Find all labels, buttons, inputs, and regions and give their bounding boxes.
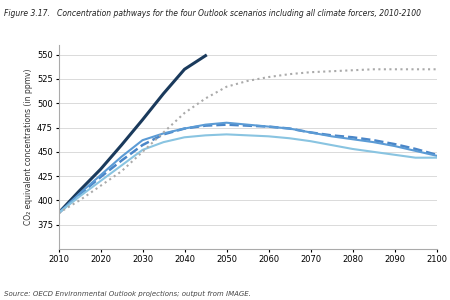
450 Accelerated Action	[182, 136, 187, 139]
450 Delayed Action	[98, 173, 103, 177]
Baseline	[182, 68, 187, 71]
450 Accelerated Action	[56, 211, 61, 215]
450 Delayed Action	[392, 144, 397, 148]
550 core	[182, 111, 187, 115]
Baseline	[203, 54, 208, 58]
Baseline	[161, 92, 166, 95]
450 Delayed Action	[371, 140, 376, 144]
550 core	[350, 68, 355, 72]
550 core	[203, 97, 208, 100]
Baseline	[119, 143, 124, 147]
450 Delayed Action	[140, 138, 145, 142]
Y-axis label: CO₂ equivalent concentrations (in ppmv): CO₂ equivalent concentrations (in ppmv)	[24, 69, 33, 225]
450 Core	[266, 125, 271, 128]
550 core	[287, 72, 292, 76]
450 Core	[119, 159, 124, 162]
450 Core	[329, 134, 334, 137]
Line: 550 core: 550 core	[58, 69, 436, 213]
450 Delayed Action	[77, 192, 82, 195]
450 Core	[413, 147, 418, 151]
450 Delayed Action	[350, 137, 355, 141]
450 Accelerated Action	[245, 134, 250, 137]
450 Accelerated Action	[413, 156, 418, 160]
550 core	[266, 75, 271, 79]
450 Core	[203, 124, 208, 128]
550 core	[77, 199, 82, 202]
Baseline	[140, 118, 145, 122]
Line: Baseline: Baseline	[58, 56, 206, 213]
Text: Source: OECD Environmental Outlook projections; output from IMAGE.: Source: OECD Environmental Outlook proje…	[4, 291, 252, 297]
450 Delayed Action	[203, 123, 208, 127]
450 Delayed Action	[119, 155, 124, 158]
Baseline	[98, 167, 103, 171]
450 Core	[140, 143, 145, 147]
450 Core	[56, 211, 61, 215]
450 Delayed Action	[434, 154, 439, 158]
450 Delayed Action	[56, 211, 61, 215]
550 core	[161, 130, 166, 134]
450 Core	[371, 138, 376, 142]
550 core	[119, 169, 124, 173]
450 Core	[224, 123, 229, 127]
450 Delayed Action	[266, 125, 271, 128]
550 core	[413, 68, 418, 71]
450 Accelerated Action	[434, 156, 439, 160]
450 Delayed Action	[224, 121, 229, 124]
550 core	[224, 85, 229, 88]
Line: 450 Core: 450 Core	[58, 125, 436, 213]
450 Core	[182, 127, 187, 130]
450 Accelerated Action	[224, 133, 229, 136]
550 core	[308, 70, 313, 74]
Text: Figure 3.17.   Concentration pathways for the four Outlook scenarios including a: Figure 3.17. Concentration pathways for …	[4, 9, 422, 18]
Baseline	[56, 211, 61, 215]
450 Accelerated Action	[350, 147, 355, 151]
450 Core	[434, 153, 439, 157]
450 Accelerated Action	[266, 134, 271, 138]
450 Delayed Action	[308, 130, 313, 134]
450 Delayed Action	[182, 127, 187, 130]
450 Core	[350, 136, 355, 139]
550 core	[98, 184, 103, 188]
550 core	[56, 211, 61, 215]
450 Core	[392, 142, 397, 146]
450 Accelerated Action	[392, 153, 397, 157]
550 core	[392, 68, 397, 71]
450 Accelerated Action	[119, 164, 124, 167]
550 core	[434, 68, 439, 71]
450 Delayed Action	[287, 127, 292, 130]
450 Accelerated Action	[329, 143, 334, 147]
Baseline	[77, 189, 82, 193]
450 Accelerated Action	[203, 134, 208, 137]
450 Core	[77, 193, 82, 196]
450 Accelerated Action	[161, 140, 166, 144]
550 core	[329, 69, 334, 73]
450 Core	[161, 133, 166, 136]
450 Delayed Action	[329, 134, 334, 138]
450 Accelerated Action	[371, 150, 376, 154]
450 Accelerated Action	[287, 136, 292, 140]
450 Accelerated Action	[98, 179, 103, 183]
450 Accelerated Action	[308, 140, 313, 143]
450 Core	[98, 175, 103, 179]
450 Accelerated Action	[77, 195, 82, 198]
Line: 450 Accelerated Action: 450 Accelerated Action	[58, 134, 436, 213]
450 Core	[245, 124, 250, 128]
550 core	[140, 150, 145, 154]
550 core	[371, 68, 376, 71]
450 Delayed Action	[161, 132, 166, 135]
450 Core	[287, 127, 292, 130]
450 Accelerated Action	[140, 148, 145, 152]
550 core	[245, 79, 250, 83]
450 Core	[308, 130, 313, 134]
450 Delayed Action	[413, 149, 418, 153]
Line: 450 Delayed Action: 450 Delayed Action	[58, 123, 436, 213]
450 Delayed Action	[245, 123, 250, 127]
